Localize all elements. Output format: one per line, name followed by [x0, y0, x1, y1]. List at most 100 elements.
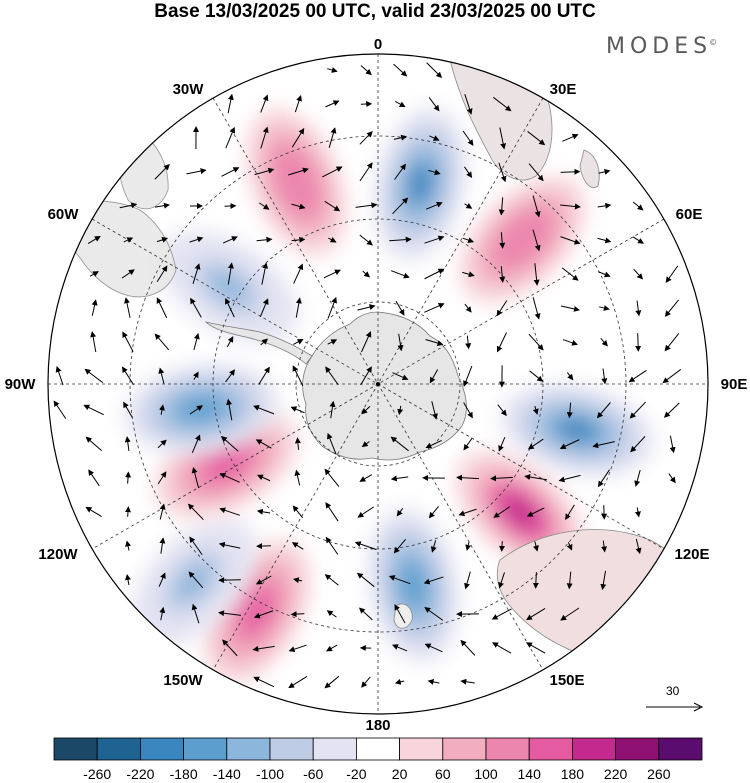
colorbar-swatch — [528, 737, 573, 761]
wind-arrow — [221, 436, 239, 452]
wind-arrow — [526, 507, 545, 517]
wind-arrow — [533, 541, 539, 552]
colorbar-tick-label: -220 — [126, 766, 155, 782]
wind-arrow — [634, 470, 641, 487]
wind-arrow — [665, 265, 679, 283]
wind-arrow — [559, 439, 580, 449]
wind-arrow — [663, 402, 680, 418]
wind-arrow — [91, 299, 98, 316]
wind-arrow — [566, 571, 573, 590]
wind-arrow — [668, 473, 676, 484]
wind-arrow — [431, 401, 438, 420]
wind-arrow — [532, 572, 539, 589]
lon-label-90e: 90E — [720, 376, 748, 393]
wind-arrow — [260, 126, 269, 149]
wind-arrow — [463, 402, 473, 419]
wind-arrow — [90, 331, 97, 353]
wind-arrow — [560, 305, 580, 312]
wind-arrow — [123, 237, 134, 243]
wind-arrow — [527, 131, 546, 146]
wind-arrow — [256, 474, 271, 482]
positive-anomaly-center — [459, 176, 586, 303]
colorbar-tick-label: -60 — [303, 766, 324, 782]
brand-logo: MODES© — [606, 34, 717, 59]
lon-label-30w: 30W — [172, 81, 204, 98]
wind-arrow — [325, 100, 340, 108]
wind-arrow — [458, 508, 477, 517]
wind-arrow — [634, 507, 641, 518]
wind-arrow — [558, 474, 581, 483]
wind-arrow — [462, 237, 475, 243]
wind-arrow — [256, 236, 273, 243]
wind-arrow — [597, 202, 612, 209]
colorbar-tick-label: -260 — [83, 766, 112, 782]
lon-label-120w: 120W — [38, 546, 78, 563]
wind-arrow — [395, 100, 406, 108]
wind-arrow — [566, 372, 574, 381]
wind-arrow — [254, 167, 275, 176]
wind-arrow — [358, 607, 373, 621]
colorbar-tick-label: 140 — [517, 766, 541, 782]
wind-arrow — [600, 337, 608, 347]
wind-arrow — [499, 541, 505, 552]
wind-arrow — [294, 437, 301, 450]
wind-arrow — [361, 405, 371, 415]
brand-name: MODES — [606, 34, 713, 59]
wind-arrow — [597, 237, 612, 244]
wind-arrow — [260, 94, 269, 113]
colorbar-tick-label: 100 — [474, 766, 498, 782]
wind-arrow — [428, 169, 441, 176]
wind-arrow — [532, 195, 541, 218]
wind-arrow — [294, 469, 301, 486]
wind-arrow — [392, 197, 409, 215]
colorbar-tick-label: -20 — [346, 766, 367, 782]
wind-arrow — [633, 268, 644, 280]
wind-arrow — [430, 540, 437, 553]
wind-arrow — [221, 167, 240, 177]
wind-arrow — [258, 366, 270, 385]
lon-label-60w: 60W — [47, 206, 79, 223]
wind-arrow — [423, 576, 444, 585]
wind-arrow — [635, 333, 642, 352]
wind-arrow — [225, 369, 235, 383]
colorbar-swatch — [399, 737, 444, 761]
wind-arrow — [357, 304, 376, 311]
wind-arrow — [560, 236, 581, 245]
wind-arrow — [390, 436, 409, 452]
wind-arrow — [428, 506, 439, 519]
wind-arrow — [492, 642, 512, 654]
lon-label-90w: 90W — [4, 376, 36, 393]
wind-arrow — [293, 339, 304, 345]
wind-arrow — [85, 506, 102, 517]
wind-arrow — [599, 305, 610, 311]
wind-arrow — [291, 542, 304, 550]
wind-arrow — [324, 675, 340, 689]
wind-arrow — [292, 577, 303, 584]
wind-arrow — [635, 538, 642, 555]
map-border — [47, 53, 709, 715]
wind-arrow — [186, 168, 207, 175]
wind-arrow — [397, 333, 404, 352]
wind-arrow — [424, 302, 445, 313]
wind-arrow — [158, 367, 165, 384]
wind-arrow — [526, 607, 546, 621]
wind-arrow — [528, 333, 544, 351]
colorbar-swatch — [139, 737, 184, 761]
antarctic-peninsula — [204, 321, 313, 365]
madagascar — [579, 149, 600, 188]
wind-arrow — [189, 236, 204, 243]
wind-arrow — [53, 400, 67, 420]
wind-arrow — [496, 332, 507, 353]
wind-arrow — [529, 370, 544, 382]
wind-arrow — [528, 163, 544, 182]
wind-arrow — [395, 300, 405, 316]
wind-arrow — [463, 438, 473, 451]
wind-arrow — [295, 297, 302, 318]
wind-arrow — [566, 402, 573, 419]
wind-arrow — [189, 405, 203, 415]
wind-arrow — [159, 503, 166, 520]
lon-label-150e: 150E — [549, 672, 585, 689]
colorbar-tick-label: 180 — [560, 766, 585, 782]
wind-arrow — [462, 130, 474, 146]
wind-arrow — [324, 574, 339, 586]
